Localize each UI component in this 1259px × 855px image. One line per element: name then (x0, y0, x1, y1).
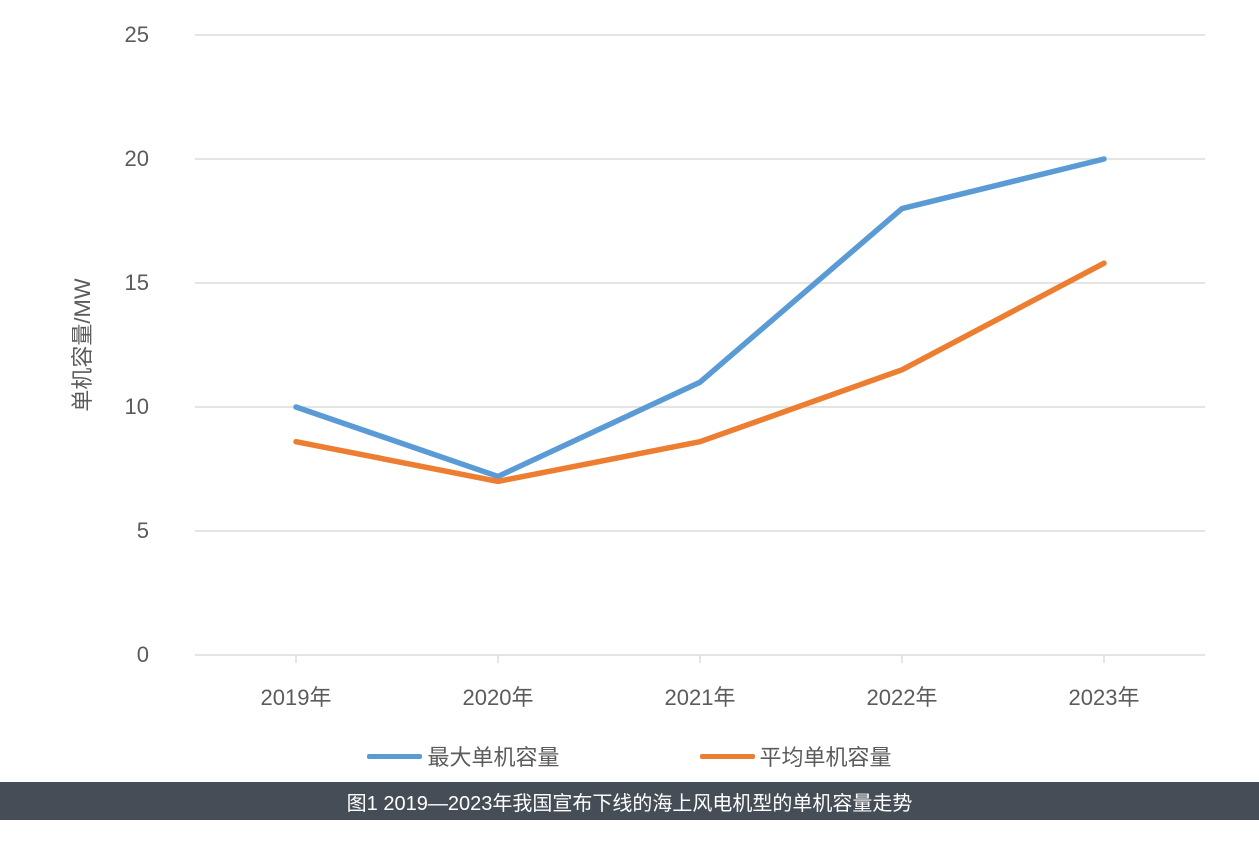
series-lines (296, 159, 1104, 481)
legend-label-avg: 平均单机容量 (760, 740, 892, 772)
y-tick-label: 5 (109, 518, 149, 544)
y-tick-label: 25 (109, 22, 149, 48)
x-tick-label: 2023年 (1069, 680, 1140, 712)
axes (296, 655, 1104, 663)
chart-svg (0, 0, 1259, 855)
legend-item-avg: 平均单机容量 (700, 740, 892, 772)
legend-swatch-max (367, 754, 422, 759)
legend-swatch-avg (700, 754, 755, 759)
y-tick-label: 15 (109, 270, 149, 296)
y-tick-label: 20 (109, 146, 149, 172)
legend-item-max: 最大单机容量 (367, 740, 559, 772)
x-tick-label: 2021年 (665, 680, 736, 712)
chart-container: 0 5 10 15 20 25 2019年 2020年 2021年 2022年 2023年 单机容… (0, 0, 1259, 855)
x-tick-label: 2019年 (261, 680, 332, 712)
x-tick-label: 2022年 (867, 680, 938, 712)
gridlines (195, 35, 1205, 655)
caption-bar: 图1 2019—2023年我国宣布下线的海上风电机型的单机容量走势 (0, 782, 1259, 820)
legend: 最大单机容量 平均单机容量 (0, 740, 1259, 772)
y-tick-label: 10 (109, 394, 149, 420)
x-tick-label: 2020年 (463, 680, 534, 712)
y-axis-label: 单机容量/MW (65, 278, 97, 411)
legend-label-max: 最大单机容量 (427, 740, 559, 772)
caption-text: 图1 2019—2023年我国宣布下线的海上风电机型的单机容量走势 (347, 787, 913, 816)
y-tick-label: 0 (109, 642, 149, 668)
